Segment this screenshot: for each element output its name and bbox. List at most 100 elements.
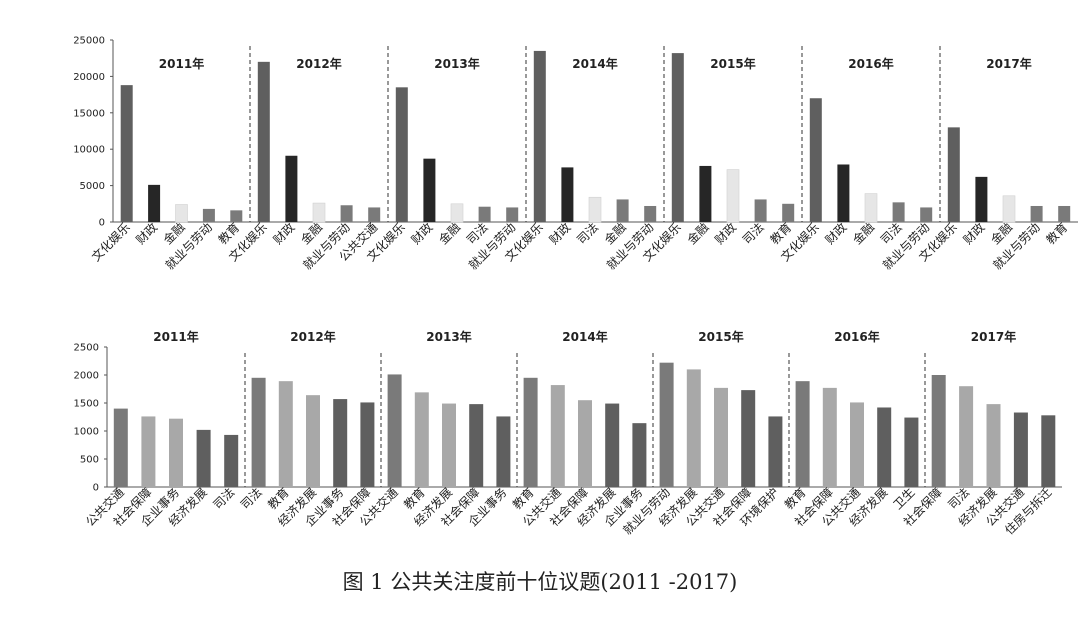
bar [496, 416, 511, 487]
year-label: 2015年 [710, 56, 755, 71]
bar [986, 404, 1001, 487]
bar [605, 403, 620, 487]
bar [257, 61, 270, 223]
bar [578, 400, 592, 487]
bar [414, 392, 429, 487]
year-label: 2016年 [848, 56, 893, 71]
category-label: 文化娱乐 [88, 220, 133, 265]
bar [148, 184, 161, 222]
year-label: 2011年 [153, 329, 198, 344]
bar [726, 169, 740, 223]
bar [850, 402, 864, 487]
category-label: 司法 [238, 485, 265, 512]
y-tick-label: 2000 [74, 371, 99, 382]
bar [202, 208, 215, 222]
bar [877, 407, 892, 487]
bar [741, 390, 756, 487]
bar [1002, 195, 1016, 223]
category-label: 财政 [712, 220, 739, 247]
bar [659, 362, 674, 487]
year-label: 2016年 [834, 329, 879, 344]
bar [169, 418, 183, 487]
bar [360, 402, 375, 487]
y-tick-label: 500 [80, 455, 99, 466]
y-tick-label: 5000 [80, 181, 105, 192]
bar [550, 385, 565, 487]
category-label: 司法 [740, 220, 767, 247]
category-label: 财政 [271, 220, 298, 247]
category-label: 金融 [436, 220, 464, 248]
bar [368, 207, 381, 222]
year-label: 2015年 [698, 329, 743, 344]
y-tick-label: 1500 [74, 399, 99, 410]
bar [782, 203, 795, 222]
category-label: 财政 [823, 220, 850, 247]
bar [306, 395, 320, 487]
y-tick-label: 15000 [73, 108, 105, 119]
bar [686, 369, 701, 487]
year-label: 2013年 [434, 56, 479, 71]
bar [809, 98, 822, 222]
category-label: 金融 [850, 220, 878, 248]
bar [892, 202, 905, 222]
y-tick-label: 0 [99, 218, 105, 229]
bar [616, 199, 629, 222]
year-label: 2014年 [572, 56, 617, 71]
bar [523, 377, 538, 487]
bar [113, 408, 128, 487]
y-tick-label: 20000 [73, 72, 105, 83]
bar [947, 127, 960, 222]
bar [632, 423, 647, 487]
year-label: 2017年 [971, 329, 1016, 344]
category-label: 金融 [684, 220, 712, 248]
bar [442, 403, 456, 487]
bar [120, 85, 133, 222]
bar [1030, 205, 1043, 222]
bar [959, 386, 974, 487]
figure-caption: 图 1 公共关注度前十位议题(2011 -2017) [342, 570, 738, 594]
category-label: 财政 [409, 220, 436, 247]
bar [1041, 415, 1056, 487]
bar [395, 87, 408, 222]
bar [312, 202, 326, 223]
bar [450, 203, 464, 223]
y-tick-label: 25000 [73, 36, 105, 47]
bar [588, 196, 602, 223]
bar [714, 387, 728, 487]
bar [224, 434, 239, 487]
year-label: 2012年 [290, 329, 335, 344]
bar [1013, 412, 1028, 487]
year-label: 2013年 [426, 329, 471, 344]
bar [975, 176, 988, 222]
bar [931, 375, 946, 487]
bar [754, 199, 767, 222]
bar [920, 207, 933, 222]
y-tick-label: 1000 [74, 427, 99, 438]
year-label: 2017年 [986, 56, 1031, 71]
bar [506, 207, 519, 222]
year-label: 2014年 [562, 329, 607, 344]
bar [175, 204, 188, 223]
bar [671, 53, 684, 222]
bar [230, 210, 243, 222]
bar [340, 205, 353, 222]
bar [478, 206, 491, 222]
bar [141, 416, 156, 487]
bar [196, 429, 211, 487]
bar [795, 381, 810, 487]
bar [333, 399, 348, 487]
bar [251, 377, 266, 487]
y-tick-label: 10000 [73, 145, 105, 156]
year-label: 2012年 [296, 56, 341, 71]
category-label: 财政 [547, 220, 574, 247]
bar [904, 417, 919, 487]
bar [285, 155, 298, 222]
bar [864, 193, 878, 223]
bar [278, 381, 293, 487]
category-label: 教育 [1043, 220, 1071, 248]
y-tick-label: 0 [93, 483, 99, 494]
category-label: 财政 [133, 220, 160, 247]
bar [699, 165, 712, 222]
bar [768, 416, 783, 487]
